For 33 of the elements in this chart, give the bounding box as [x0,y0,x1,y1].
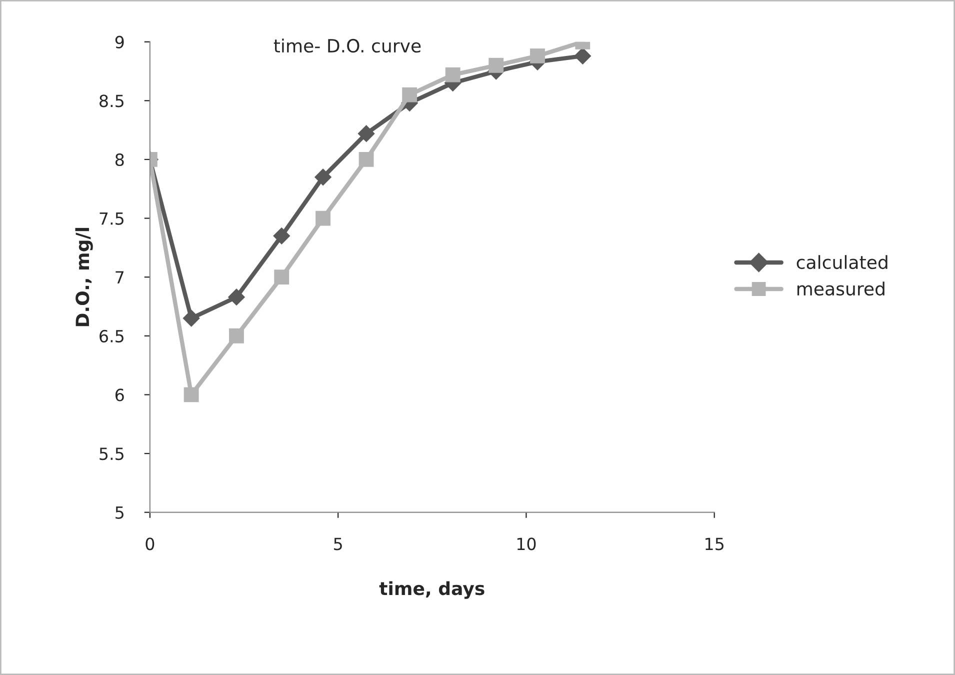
point [574,48,592,64]
point [273,228,290,244]
chart-title: time- D.O. curve [274,38,421,53]
y-tick-label: 8.5 [100,94,124,108]
point [182,310,200,327]
y-axis-title: D.O., mg/l [75,228,93,326]
point [530,48,545,64]
legend-label: measured [797,282,884,296]
x-tick-label: 5 [334,538,342,550]
y-tick-label: 5 [116,506,124,519]
point [316,210,330,226]
x-axis-title: time, days [379,581,484,599]
point [358,125,375,142]
point [358,152,374,167]
point [402,87,418,102]
point [488,58,504,73]
point [445,67,460,82]
x-tick-label: 10 [517,538,536,550]
legend-label: calculated [796,255,888,270]
y-tick-label: 5.5 [100,448,124,460]
point [314,168,332,186]
point [229,328,244,344]
point [274,270,290,285]
x-tick-label: 0 [146,538,154,550]
point [228,288,245,306]
x-tick-label: 15 [706,538,724,550]
point [184,387,199,402]
y-tick-label: 7 [116,271,124,284]
y-tick-label: 9 [115,36,124,48]
y-tick-label: 8 [115,153,124,166]
y-tick-label: 6.5 [100,330,124,342]
y-tick-label: 6 [115,388,124,402]
y-tick-label: 7.5 [100,212,124,225]
